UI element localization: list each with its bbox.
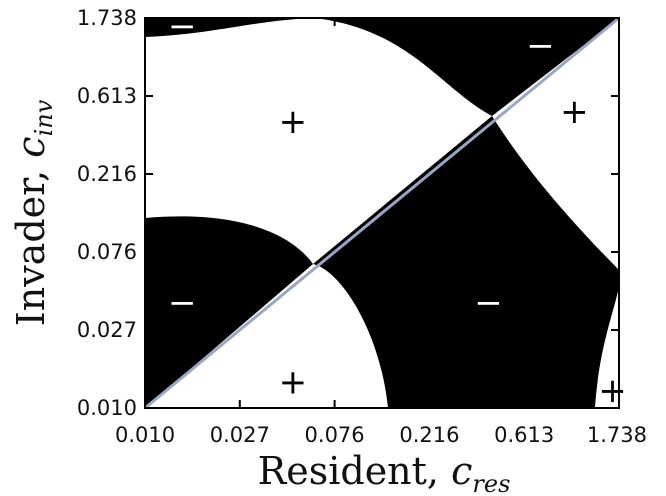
region-sign: − xyxy=(474,283,503,323)
x-axis-ticks: 0.010 0.027 0.076 0.216 0.613 1.738 xyxy=(115,18,647,447)
y-axis-title-text: Invader, xyxy=(9,158,53,327)
x-axis-title-subscript: res xyxy=(472,470,510,496)
region-sign: + xyxy=(598,371,627,411)
region-black-center-right xyxy=(313,116,620,408)
x-tick-label: 1.738 xyxy=(587,423,647,447)
region-sign: − xyxy=(526,26,555,66)
plot-area: − −+ +− −+ + xyxy=(144,7,627,411)
region-black-top-right xyxy=(315,18,619,116)
y-axis-ticks: 0.010 0.027 0.076 0.216 0.613 1.738 xyxy=(77,6,619,420)
y-axis-title-subscript: inv xyxy=(30,99,58,136)
region-sign: + xyxy=(279,363,308,403)
x-tick-label: 0.216 xyxy=(399,423,459,447)
y-axis-title: Invader, cinv xyxy=(9,99,58,326)
diagonal-line xyxy=(144,16,620,410)
x-tick-label: 0.027 xyxy=(210,423,270,447)
y-tick-label: 0.010 xyxy=(77,396,137,420)
region-black-lower-left xyxy=(145,216,313,408)
region-sign: − xyxy=(168,283,197,323)
x-tick-label: 0.613 xyxy=(494,423,554,447)
plot-frame xyxy=(144,17,620,409)
y-tick-label: 0.613 xyxy=(77,84,137,108)
region-sign: − xyxy=(168,7,197,47)
y-axis-title-symbol: c xyxy=(9,136,53,157)
region-sign: + xyxy=(560,92,589,132)
x-axis-title-symbol: c xyxy=(451,449,472,493)
y-tick-label: 0.027 xyxy=(77,318,137,342)
x-axis-title: Resident, cres xyxy=(258,449,511,496)
x-tick-label: 0.076 xyxy=(305,423,365,447)
y-tick-label: 1.738 xyxy=(77,6,137,30)
region-black-top-left xyxy=(145,18,315,37)
x-axis-title-text: Resident, xyxy=(258,449,451,493)
x-tick-label: 0.010 xyxy=(115,423,175,447)
y-tick-label: 0.076 xyxy=(77,240,137,264)
region-sign: + xyxy=(279,102,308,142)
region-signs: − −+ +− −+ + xyxy=(168,7,627,411)
y-tick-label: 0.216 xyxy=(77,162,137,186)
